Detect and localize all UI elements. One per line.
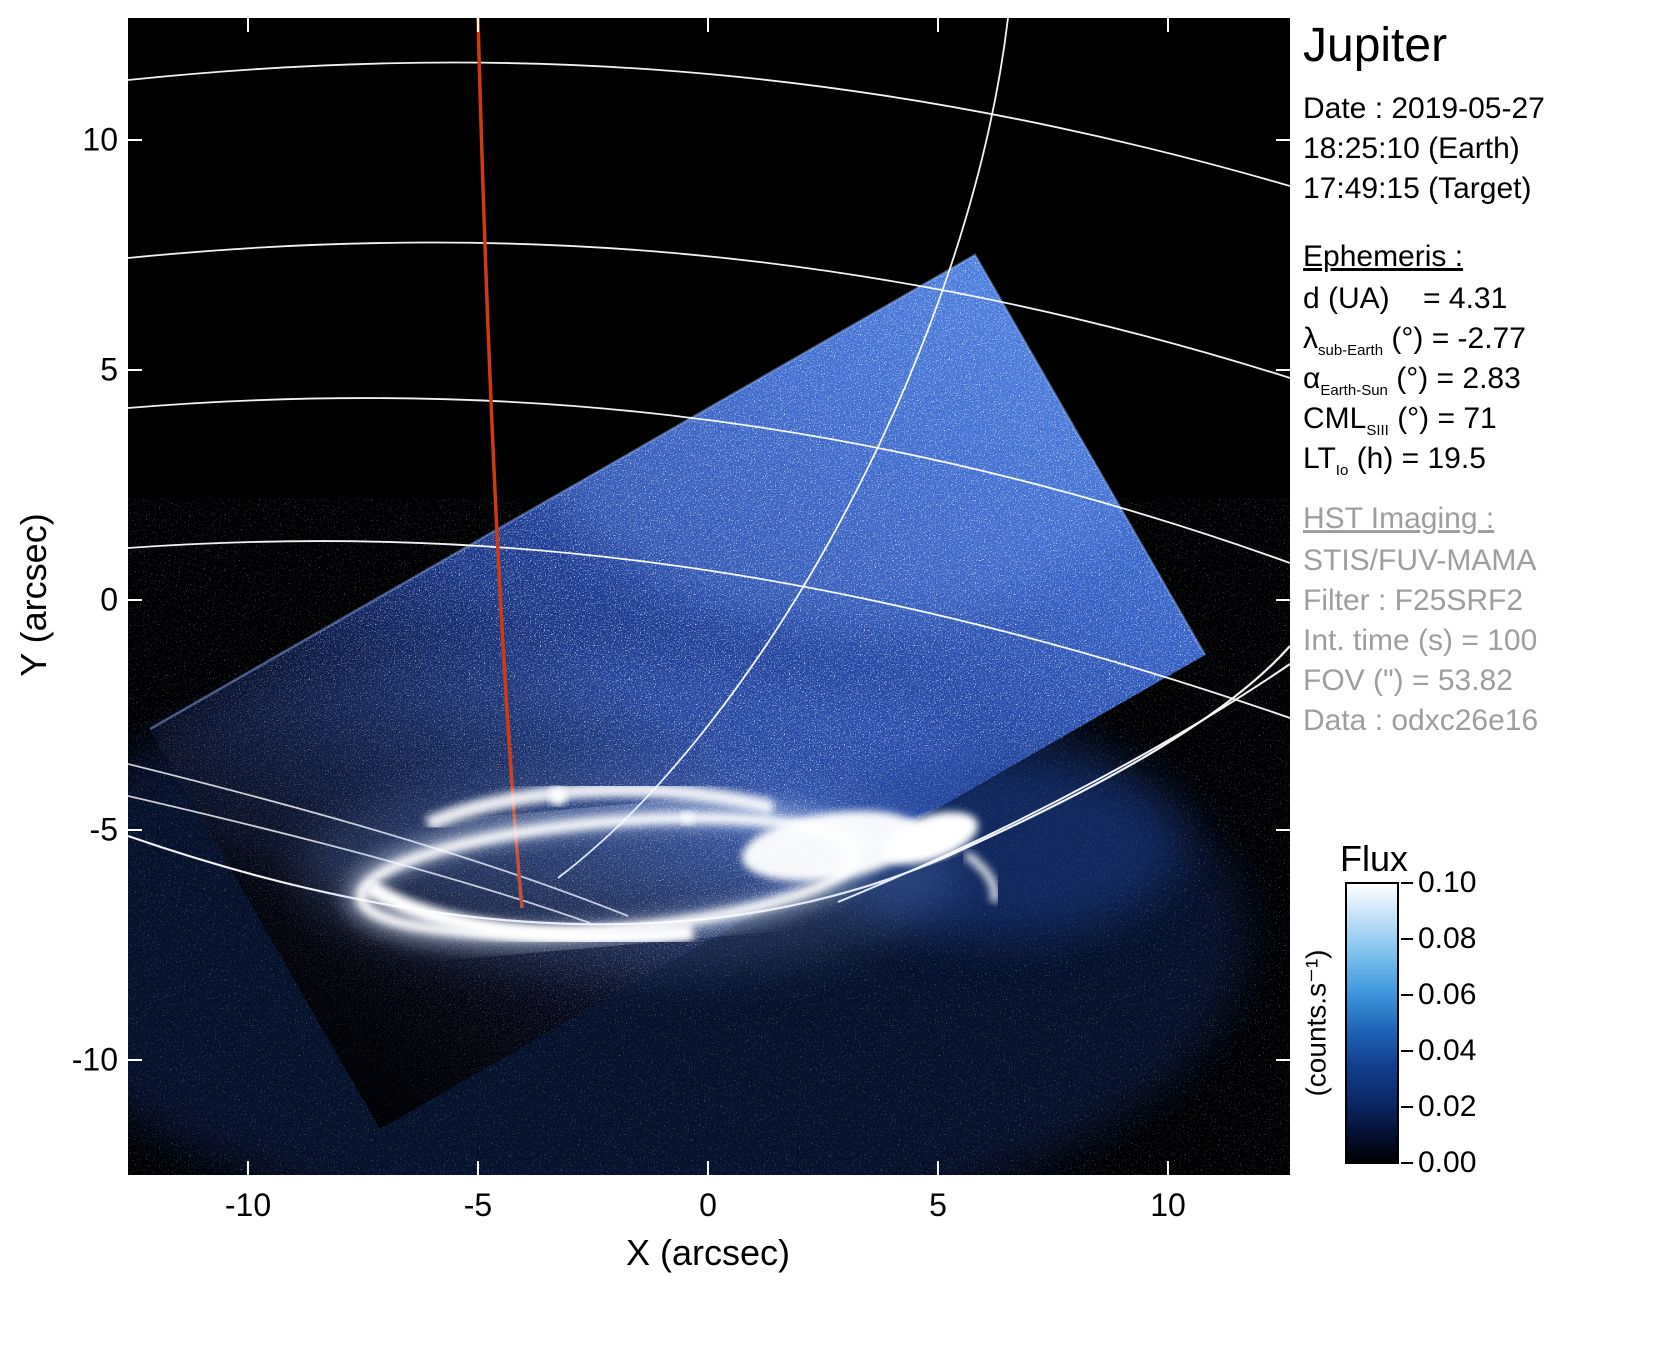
colorbar-tick-label: 0.08	[1418, 922, 1477, 955]
colorbar-gradient	[1345, 882, 1399, 1164]
colorbar-unit-label: (counts.s⁻¹)	[1300, 949, 1332, 1097]
colorbar-tick	[1401, 1050, 1413, 1052]
x-tick-label: -5	[463, 1187, 493, 1223]
y-tick-label: 5	[100, 351, 118, 388]
y-tick-label: 10	[82, 121, 118, 158]
frame-ticks	[128, 18, 1290, 1175]
hst-int-time: Int. time (s) = 100	[1303, 624, 1538, 657]
colorbar-tick-label: 0.10	[1418, 866, 1477, 899]
ephemeris-io-local-time: LTIo (h) = 19.5	[1303, 442, 1486, 479]
ephemeris-distance: d (UA) = 4.31	[1303, 282, 1508, 315]
colorbar-tick-label: 0.04	[1418, 1034, 1477, 1067]
ephemeris-phase-angle: αEarth-Sun (°) = 2.83	[1303, 362, 1521, 399]
observation-target-time: 17:49:15 (Target)	[1303, 172, 1532, 205]
x-tick-label: -10	[224, 1187, 272, 1223]
colorbar-tick	[1401, 994, 1413, 996]
ephemeris-sub-earth-lat: λsub-Earth (°) = -2.77	[1303, 322, 1526, 359]
y-tick-label: -5	[89, 811, 118, 848]
observation-date: Date : 2019-05-27	[1303, 92, 1545, 125]
latitude-line	[127, 61, 1291, 187]
y-axis-title: Y (arcsec)	[13, 513, 54, 677]
hst-imaging-heading: HST Imaging :	[1303, 502, 1495, 535]
hst-filter: Filter : F25SRF2	[1303, 584, 1524, 617]
y-tick-label: 0	[100, 581, 118, 618]
plot-canvas	[8, 17, 1291, 1238]
colorbar-tick	[1401, 938, 1413, 940]
colorbar-tick	[1401, 882, 1413, 884]
colorbar-tick-label: 0.06	[1418, 978, 1477, 1011]
hst-data-id: Data : odxc26e16	[1303, 704, 1539, 737]
colorbar-tick	[1401, 1106, 1413, 1108]
hst-instrument: STIS/FUV-MAMA	[1303, 544, 1537, 577]
x-tick-label: 10	[1150, 1187, 1186, 1223]
observation-earth-time: 18:25:10 (Earth)	[1303, 132, 1520, 165]
page-title: Jupiter	[1303, 19, 1448, 72]
hst-fov: FOV (") = 53.82	[1303, 664, 1513, 697]
y-tick-label: -10	[71, 1041, 118, 1078]
auroral-emission	[298, 773, 1000, 973]
latitude-line	[127, 241, 1291, 379]
latitude-line	[127, 397, 1291, 564]
latitude-line	[127, 540, 1291, 719]
x-tick-label: 5	[929, 1187, 947, 1223]
plot-area	[8, 17, 1291, 1238]
ephemeris-heading: Ephemeris :	[1303, 240, 1464, 273]
colorbar-title: Flux	[1339, 838, 1409, 879]
colorbar-tick-label: 0.00	[1418, 1146, 1477, 1179]
colorbar-tick-label: 0.02	[1418, 1090, 1477, 1123]
colorbar-tick	[1401, 1162, 1413, 1164]
ephemeris-cml: CMLSIII (°) = 71	[1303, 402, 1497, 439]
x-axis-title: X (arcsec)	[625, 1232, 791, 1273]
x-tick-label: 0	[699, 1187, 717, 1223]
